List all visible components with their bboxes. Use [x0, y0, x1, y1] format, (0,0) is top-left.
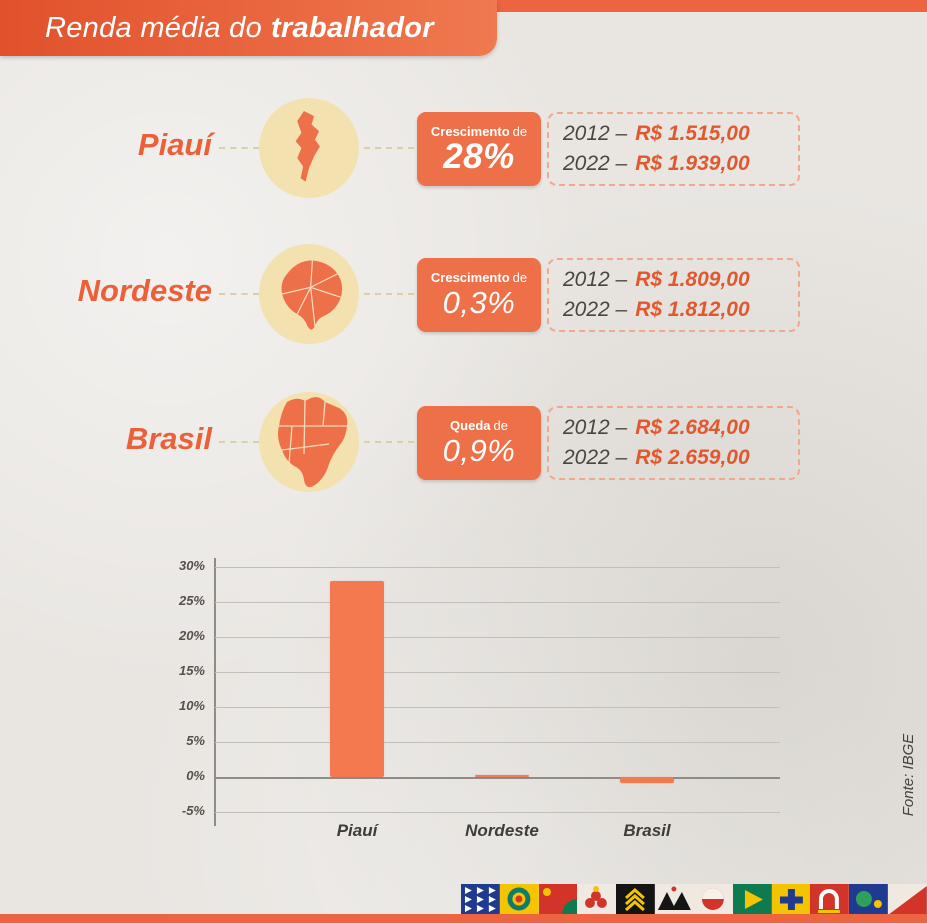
region-label: Brasil: [125, 421, 212, 456]
mosaic-dots-tile: [849, 884, 889, 915]
income-value: R$ 1.515,00: [635, 122, 750, 145]
y-tick-label: 0%: [186, 768, 205, 783]
income-line-2022: 2022 – R$ 1.812,00: [563, 296, 798, 324]
badge-title: Queda: [450, 417, 491, 433]
gridline: [215, 812, 780, 813]
bar-piauí: [330, 581, 384, 777]
connector-line: [219, 441, 259, 443]
y-tick-label: 25%: [178, 593, 205, 608]
income-line-2012: 2012 – R$ 1.515,00: [563, 120, 798, 148]
bar-brasil: [620, 777, 674, 784]
y-tick-label: 15%: [178, 663, 205, 678]
connector-line: [364, 147, 414, 149]
year-label: 2012 –: [563, 122, 628, 145]
gridline: [215, 637, 780, 638]
y-tick-label: 5%: [186, 733, 205, 748]
income-value: R$ 2.659,00: [635, 446, 750, 469]
bar-chart-plot: 30% 25% 20% 15% 10% 5% 0% -5% Piauí Nordeste Brasi…: [179, 558, 780, 840]
year-label: 2022 –: [563, 298, 628, 321]
badge-caption: Crescimento de: [431, 270, 527, 285]
mosaic-halfmoon-tile: [693, 884, 733, 915]
region-label: Piauí: [137, 127, 212, 162]
connector-line: [364, 293, 414, 295]
badge-connector: de: [512, 123, 528, 139]
y-tick-label: -5%: [181, 803, 205, 818]
y-tick-label: 20%: [178, 628, 205, 643]
connector-line: [364, 441, 414, 443]
year-label: 2012 –: [563, 268, 628, 291]
mosaic-plus-tile: [771, 884, 811, 915]
growth-badge: Crescimento de 28%: [417, 112, 541, 186]
mosaic-wheat-tile: [616, 884, 656, 915]
map-circle: [259, 392, 359, 492]
page-title-regular: Renda média do: [45, 11, 263, 44]
y-axis-line: [214, 558, 216, 826]
income-value: R$ 1.939,00: [635, 152, 750, 175]
brand-mosaic: [461, 884, 927, 915]
mosaic-quarter-tile: [538, 884, 578, 915]
region-row-brasil: Brasil Queda de 0,9% 2012 – R$ 2.684,00 20…: [0, 392, 927, 498]
brasil-map-icon: [278, 397, 348, 488]
mosaic-ring-tile: [499, 884, 539, 915]
year-label: 2022 –: [563, 152, 628, 175]
year-label: 2022 –: [563, 446, 628, 469]
badge-connector: de: [493, 417, 508, 433]
gridline: [215, 672, 780, 673]
connector-line: [219, 293, 259, 295]
nordeste-map-icon: [281, 260, 343, 330]
gridline: [215, 742, 780, 743]
badge-title: Crescimento: [430, 269, 510, 285]
gridline: [215, 567, 780, 568]
y-tick-label: 10%: [178, 698, 205, 713]
page-title-bold: trabalhador: [271, 11, 434, 44]
source-credit: Fonte: IBGE: [900, 733, 917, 817]
mosaic-arrows-tile: [461, 884, 500, 915]
badge-connector: de: [512, 269, 528, 285]
income-line-2012: 2012 – R$ 1.809,00: [563, 266, 798, 294]
region-row-piaui: Piauí Crescimento de 28% 2012 – R$ 1.515,0…: [0, 98, 927, 204]
y-tick-label: 30%: [178, 558, 205, 573]
income-value: R$ 1.812,00: [635, 298, 750, 321]
page-title: Renda média do trabalhador: [45, 12, 434, 45]
decline-badge: Queda de 0,9%: [417, 406, 541, 480]
badge-caption: Queda de: [450, 418, 508, 433]
mosaic-peaks-tile: [655, 884, 694, 915]
gridline: [215, 707, 780, 708]
income-value: R$ 1.809,00: [635, 268, 750, 291]
region-label: Nordeste: [77, 273, 212, 308]
bottom-accent-strip: [0, 914, 927, 923]
map-circle: [259, 244, 359, 344]
bar-nordeste: [475, 774, 529, 777]
gridline: [215, 777, 780, 779]
x-category-label: Nordeste: [465, 821, 539, 840]
income-line-2012: 2012 – R$ 2.684,00: [563, 414, 798, 442]
badge-title: Crescimento: [430, 123, 510, 139]
badge-value: 0,3%: [442, 284, 516, 320]
map-circle: [259, 98, 359, 198]
growth-badge: Crescimento de 0,3%: [417, 258, 541, 332]
mosaic-play-tile: [732, 884, 772, 915]
x-category-label: Brasil: [623, 821, 671, 840]
region-row-nordeste: Nordeste Crescimento de 0,3% 2012 – R$ 1.8…: [0, 244, 927, 350]
gridline: [215, 602, 780, 603]
income-box: 2012 – R$ 1.809,00 2022 – R$ 1.812,00: [547, 258, 800, 332]
connector-line: [219, 147, 259, 149]
piaui-map-icon: [295, 111, 320, 182]
income-line-2022: 2022 – R$ 1.939,00: [563, 150, 798, 178]
title-banner: Renda média do trabalhador: [0, 0, 497, 56]
x-category-label: Piauí: [336, 821, 378, 840]
mosaic-wedge-tile: [888, 884, 927, 915]
mosaic-flower-tile: [577, 884, 617, 915]
badge-value: 28%: [443, 136, 515, 176]
income-box: 2012 – R$ 2.684,00 2022 – R$ 2.659,00: [547, 406, 800, 480]
income-box: 2012 – R$ 1.515,00 2022 – R$ 1.939,00: [547, 112, 800, 186]
mosaic-arch-tile: [810, 884, 850, 915]
income-value: R$ 2.684,00: [635, 416, 750, 439]
year-label: 2012 –: [563, 416, 628, 439]
income-line-2022: 2022 – R$ 2.659,00: [563, 444, 798, 472]
badge-value: 0,9%: [442, 432, 516, 468]
badge-caption: Crescimento de: [431, 124, 527, 139]
